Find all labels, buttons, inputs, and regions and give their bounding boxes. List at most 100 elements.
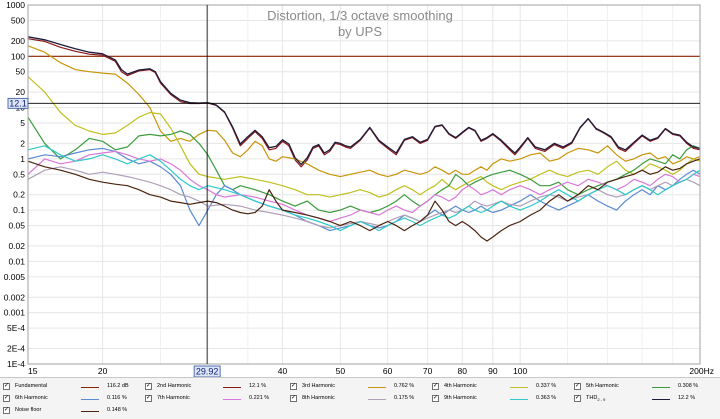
legend-checkbox[interactable]: ✓ [290,395,297,402]
legend-item-thd[interactable]: ✓ THD2 - 9 12.2 % [574,394,714,406]
y-tick-label: 1 [20,154,25,164]
legend-value: 116.2 dB [107,383,129,389]
y-tick-label: 2 [20,138,25,148]
legend-checkbox[interactable]: ✓ [145,395,152,402]
series-line-noise-floor [27,158,701,242]
y-tick-label: 0.005 [4,272,26,282]
legend-item-5th-harmonic[interactable]: ✓ 5th Harmonic 0.308 % [574,382,714,394]
y-tick-label: 0.01 [8,256,25,266]
cursor-y-box [7,97,29,109]
plot-frame [27,4,701,365]
x-tick-label: 50 [336,366,346,376]
y-tick-label: 100 [11,51,25,61]
y-tick-label: 200 [11,36,25,46]
legend-label: Noise floor [15,407,42,413]
legend-value: 0.148 % [107,407,128,413]
legend-checkbox[interactable]: ✓ [3,395,10,402]
y-tick-label: 0.5 [13,169,25,179]
y-tick-label: 500 [11,15,25,25]
y-tick-label: 1000 [6,0,25,10]
x-tick-label: 60 [383,366,393,376]
legend-value: 0.762 % [394,383,415,389]
legend-value: 12.2 % [678,395,696,401]
x-tick-label: 40 [278,366,288,376]
legend-value: 12.1 % [249,383,267,389]
legend-item-6th-harmonic[interactable]: ✓ 6th Harmonic 0.116 % [3,394,143,406]
legend-swatch [652,387,670,388]
legend-panel: ✓ Fundamental 116.2 dB ✓ 2nd Harmonic 12.1 % ✓… [0,377,720,419]
legend-item-noise-floor[interactable]: ✓ Noise floor 0.148 % [3,406,143,418]
legend-item-2nd-harmonic[interactable]: ✓ 2nd Harmonic 12.1 % [145,382,285,394]
legend-label: 5th Harmonic [586,383,619,389]
legend-swatch [81,411,99,412]
legend-label: 8th Harmonic [302,395,335,401]
y-tick-label: 5E-4 [7,323,25,333]
series-line-9th-harmonic [27,145,701,232]
x-tick-label: 70 [423,366,433,376]
legend-swatch [368,399,386,400]
y-tick-label: 0.05 [8,221,25,231]
legend-label: THD2 - 9 [586,395,606,403]
y-tick-label: 5 [20,118,25,128]
y-tick-label: 0.001 [4,308,26,318]
series-line-thd [27,36,701,166]
legend-label-subscript: 2 - 9 [597,397,606,403]
x-tick-label: 100 [513,366,527,376]
y-tick-label: 0.2 [13,190,25,200]
axes-layer: 10005002001005020105210.50.20.10.050.020… [4,0,714,376]
legend-swatch [223,399,241,400]
legend-checkbox[interactable]: ✓ [574,383,581,390]
legend-item-4th-harmonic[interactable]: ✓ 4th Harmonic 0.337 % [432,382,572,394]
legend-swatch [81,399,99,400]
legend-checkbox[interactable]: ✓ [3,407,10,414]
legend-item-fundamental[interactable]: ✓ Fundamental 116.2 dB [3,382,143,394]
y-tick-label: 50 [16,67,26,77]
series-line-8th-harmonic [27,166,701,229]
legend-swatch [510,399,528,400]
legend-item-7th-harmonic[interactable]: ✓ 7th Harmonic 0.221 % [145,394,285,406]
legend-value: 0.308 % [678,383,699,389]
y-tick-label: 0.1 [13,205,25,215]
legend-label: 9th Harmonic [444,395,477,401]
legend-item-9th-harmonic[interactable]: ✓ 9th Harmonic 0.363 % [432,394,572,406]
legend-checkbox[interactable]: ✓ [290,383,297,390]
chart-subtitle: by UPS [338,24,382,39]
legend-swatch [368,387,386,388]
legend-swatch [223,387,241,388]
series-line-4th-harmonic [27,76,701,198]
x-tick-label: 15 [28,366,38,376]
y-tick-label: 2E-4 [7,344,25,354]
legend-value: 0.337 % [536,383,557,389]
series-layer [27,36,701,242]
legend-value: 0.363 % [536,395,557,401]
legend-item-8th-harmonic[interactable]: ✓ 8th Harmonic 0.175 % [290,394,430,406]
legend-label: 6th Harmonic [15,395,48,401]
legend-swatch [81,387,99,388]
y-tick-label: 0.02 [8,241,25,251]
x-tick-label: 200Hz [689,366,714,376]
chart-title: Distortion, 1/3 octave smoothing [267,8,453,23]
legend-swatch [652,399,670,400]
legend-value: 0.221 % [249,395,270,401]
x-tick-label: 80 [458,366,468,376]
legend-checkbox[interactable]: ✓ [145,383,152,390]
legend-checkbox[interactable]: ✓ [3,383,10,390]
crosshair-cursor[interactable]: 29.92 12.1 [7,5,700,378]
x-tick-label: 20 [98,366,108,376]
legend-label: 3rd Harmonic [302,383,336,389]
legend-checkbox[interactable]: ✓ [574,395,581,402]
y-tick-label: 0.002 [4,292,26,302]
legend-checkbox[interactable]: ✓ [432,395,439,402]
legend-value: 0.175 % [394,395,415,401]
cursor-x-label: 29.92 [196,367,219,377]
legend-item-3rd-harmonic[interactable]: ✓ 3rd Harmonic 0.762 % [290,382,430,394]
legend-label: Fundamental [15,383,48,389]
cursor-y-label: 12.1 [9,98,27,108]
legend-value: 0.116 % [107,395,127,401]
legend-checkbox[interactable]: ✓ [432,383,439,390]
legend-label: 7th Harmonic [157,395,190,401]
legend-swatch [510,387,528,388]
series-line-3rd-harmonic [27,45,701,178]
